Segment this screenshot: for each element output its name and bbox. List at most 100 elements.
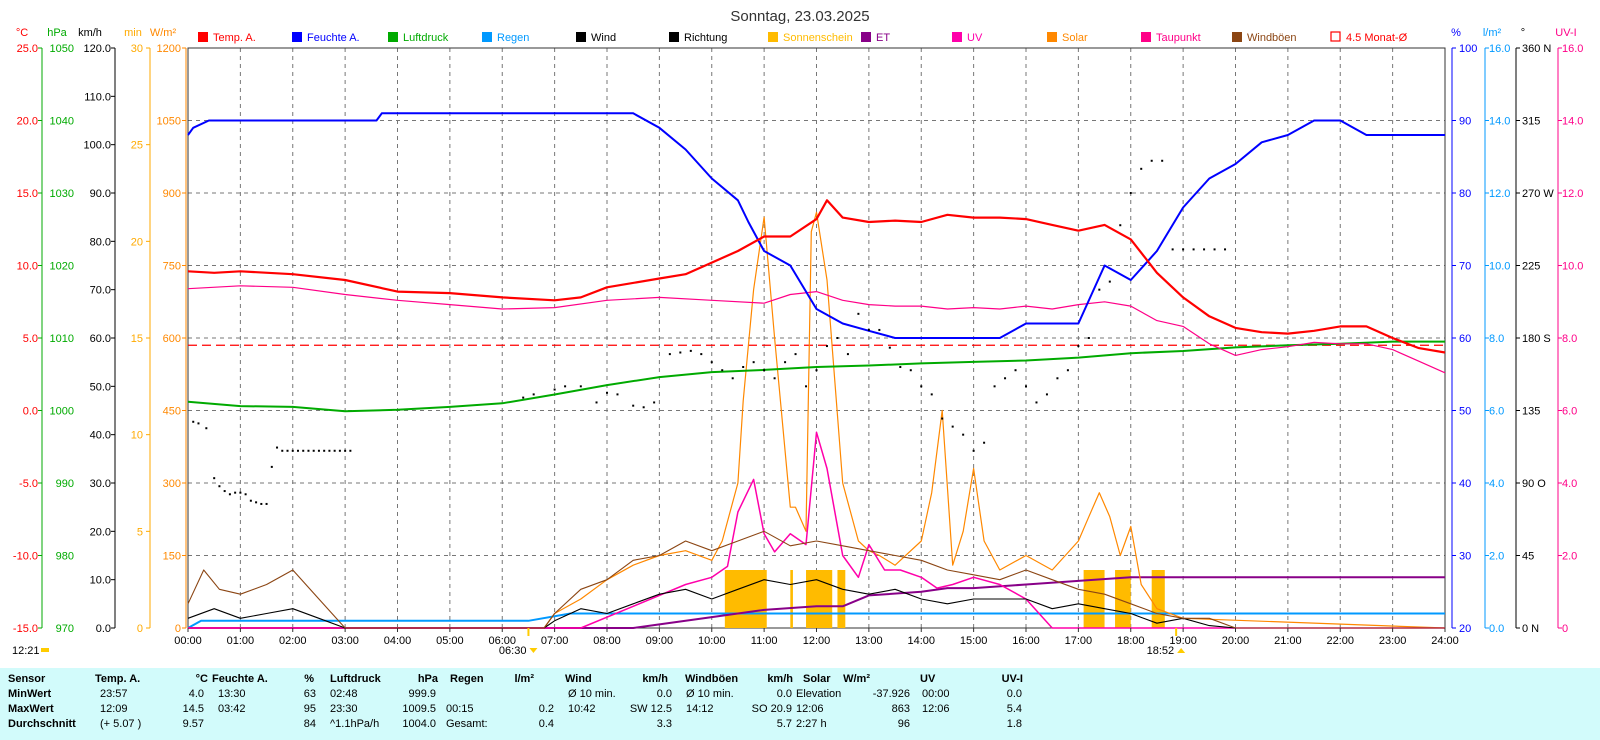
direction-point: [291, 449, 294, 452]
axis-tick-pressure: 1040: [50, 116, 74, 128]
axis-tick-direction: 270 W: [1522, 188, 1554, 200]
stats-value: 1.8: [1006, 718, 1022, 730]
axis-tick-wind: 50.0: [90, 381, 111, 393]
legend-label: UV: [967, 32, 983, 44]
series-uv: [188, 431, 1445, 629]
stats-row-label: MinWert: [8, 688, 52, 700]
axis-tick-direction: 90 O: [1522, 478, 1546, 490]
axis-tick-humidity: 70: [1459, 261, 1471, 273]
stats-time: 00:15: [446, 703, 474, 715]
axis-tick-direction: 45: [1522, 551, 1534, 563]
direction-point: [522, 396, 525, 399]
series-feuchte-a-: [187, 112, 1445, 339]
axis-unit-direction: °: [1521, 27, 1525, 39]
legend-swatch: [1047, 32, 1057, 42]
x-tick-label: 01:00: [227, 635, 255, 647]
stats-time: 2:27 h: [796, 718, 827, 730]
direction-point: [773, 377, 776, 380]
stats-header: Solar: [803, 673, 831, 685]
axis-tick-temp: -5.0: [19, 478, 38, 490]
stats-value: 5.7: [776, 718, 792, 730]
direction-point: [1035, 401, 1038, 404]
series-regen: [187, 612, 1445, 629]
direction-point: [668, 353, 671, 356]
axis-tick-temp: 20.0: [17, 116, 38, 128]
x-tick-label: 10:00: [698, 635, 726, 647]
axis-tick-direction: 180 S: [1522, 333, 1551, 345]
sunrise-label: 06:30: [499, 645, 527, 657]
x-tick-label: 00:00: [174, 635, 202, 647]
axis-wind: km/h 120.0 110.0 100.0 90.0 80.0 70.0 60.0 50.0 4…: [78, 27, 116, 635]
stats-value: 0.0: [656, 688, 672, 700]
stats-value: 3.3: [656, 718, 672, 730]
direction-point: [595, 401, 598, 404]
direction-point: [784, 361, 787, 364]
axis-tick-wind: 0.0: [96, 623, 111, 635]
direction-point: [689, 349, 692, 352]
stats-time: 23:57: [100, 688, 128, 700]
plot-area: [187, 112, 1446, 629]
x-tick-label: 14:00: [907, 635, 935, 647]
axis-tick-sunshine: 20: [131, 236, 143, 248]
bottom-left-time: 12:21: [12, 645, 40, 657]
direction-point: [349, 449, 352, 452]
stats-time: Gesamt:: [446, 718, 488, 730]
stats-value: 4.0: [188, 688, 204, 700]
axis-tick-pressure: 1030: [50, 188, 74, 200]
axis-tick-uv: 10.0: [1562, 261, 1583, 273]
stats-time: ^1.1hPa/h: [330, 718, 380, 730]
direction-point: [333, 449, 336, 452]
stats-value: 999.9: [408, 688, 436, 700]
legend-label: Regen: [497, 32, 529, 44]
x-tick-label: 12:00: [803, 635, 831, 647]
direction-point: [899, 366, 902, 368]
x-tick-label: 11:00: [751, 635, 778, 647]
direction-point: [752, 361, 755, 364]
axis-tick-wind: 120.0: [83, 43, 111, 55]
direction-point: [234, 491, 237, 494]
axis-tick-uv: 12.0: [1562, 188, 1583, 200]
axis-tick-solar: 1050: [157, 116, 181, 128]
direction-point: [213, 477, 216, 480]
direction-point: [228, 493, 231, 496]
direction-point: [328, 449, 331, 452]
axis-tick-sunshine: 15: [131, 333, 143, 345]
axis-tick-uv: 14.0: [1562, 116, 1583, 128]
axis-unit-pressure: hPa: [47, 27, 67, 39]
axis-tick-temp: 10.0: [17, 261, 38, 273]
axis-tick-humidity: 90: [1459, 116, 1471, 128]
axis-tick-rain: 4.0: [1489, 478, 1504, 490]
x-tick-label: 02:00: [279, 635, 307, 647]
direction-point: [270, 465, 273, 468]
legend-label: Richtung: [684, 32, 727, 44]
axis-tick-humidity: 50: [1459, 406, 1471, 418]
direction-point: [1004, 377, 1007, 380]
direction-point: [265, 502, 268, 505]
legend-item: Regen: [482, 32, 529, 44]
direction-point: [205, 427, 208, 430]
axis-unit-humidity: %: [1451, 27, 1461, 39]
stats-value: 863: [891, 703, 910, 715]
x-tick-label: 07:00: [541, 635, 569, 647]
axis-tick-solar: 450: [163, 406, 181, 418]
axis-tick-uv: 6.0: [1562, 406, 1577, 418]
x-axis: 00:00 01:00 02:00 03:00 04:00 05:00 06:00 07:00…: [12, 628, 1459, 657]
axis-tick-pressure: 990: [56, 478, 74, 490]
legend-swatch: [1330, 31, 1341, 42]
legend-swatch: [388, 32, 398, 42]
direction-point: [721, 369, 724, 372]
stats-time: 02:48: [330, 688, 358, 700]
legend-item: UV: [952, 32, 983, 44]
legend-label: Taupunkt: [1156, 32, 1201, 44]
stats-header: Windböen: [685, 673, 739, 685]
stats-time: 03:42: [218, 703, 246, 715]
stats-value: 95: [303, 703, 316, 715]
axis-tick-direction: 225: [1522, 261, 1540, 273]
direction-point: [1224, 248, 1227, 251]
direction-point: [338, 449, 341, 452]
direction-point: [1098, 288, 1101, 291]
legend-label: Windböen: [1247, 32, 1297, 44]
stats-time: 12:06: [922, 703, 950, 715]
axis-tick-rain: 0.0: [1489, 623, 1504, 635]
sunshine-bar: [790, 570, 793, 628]
